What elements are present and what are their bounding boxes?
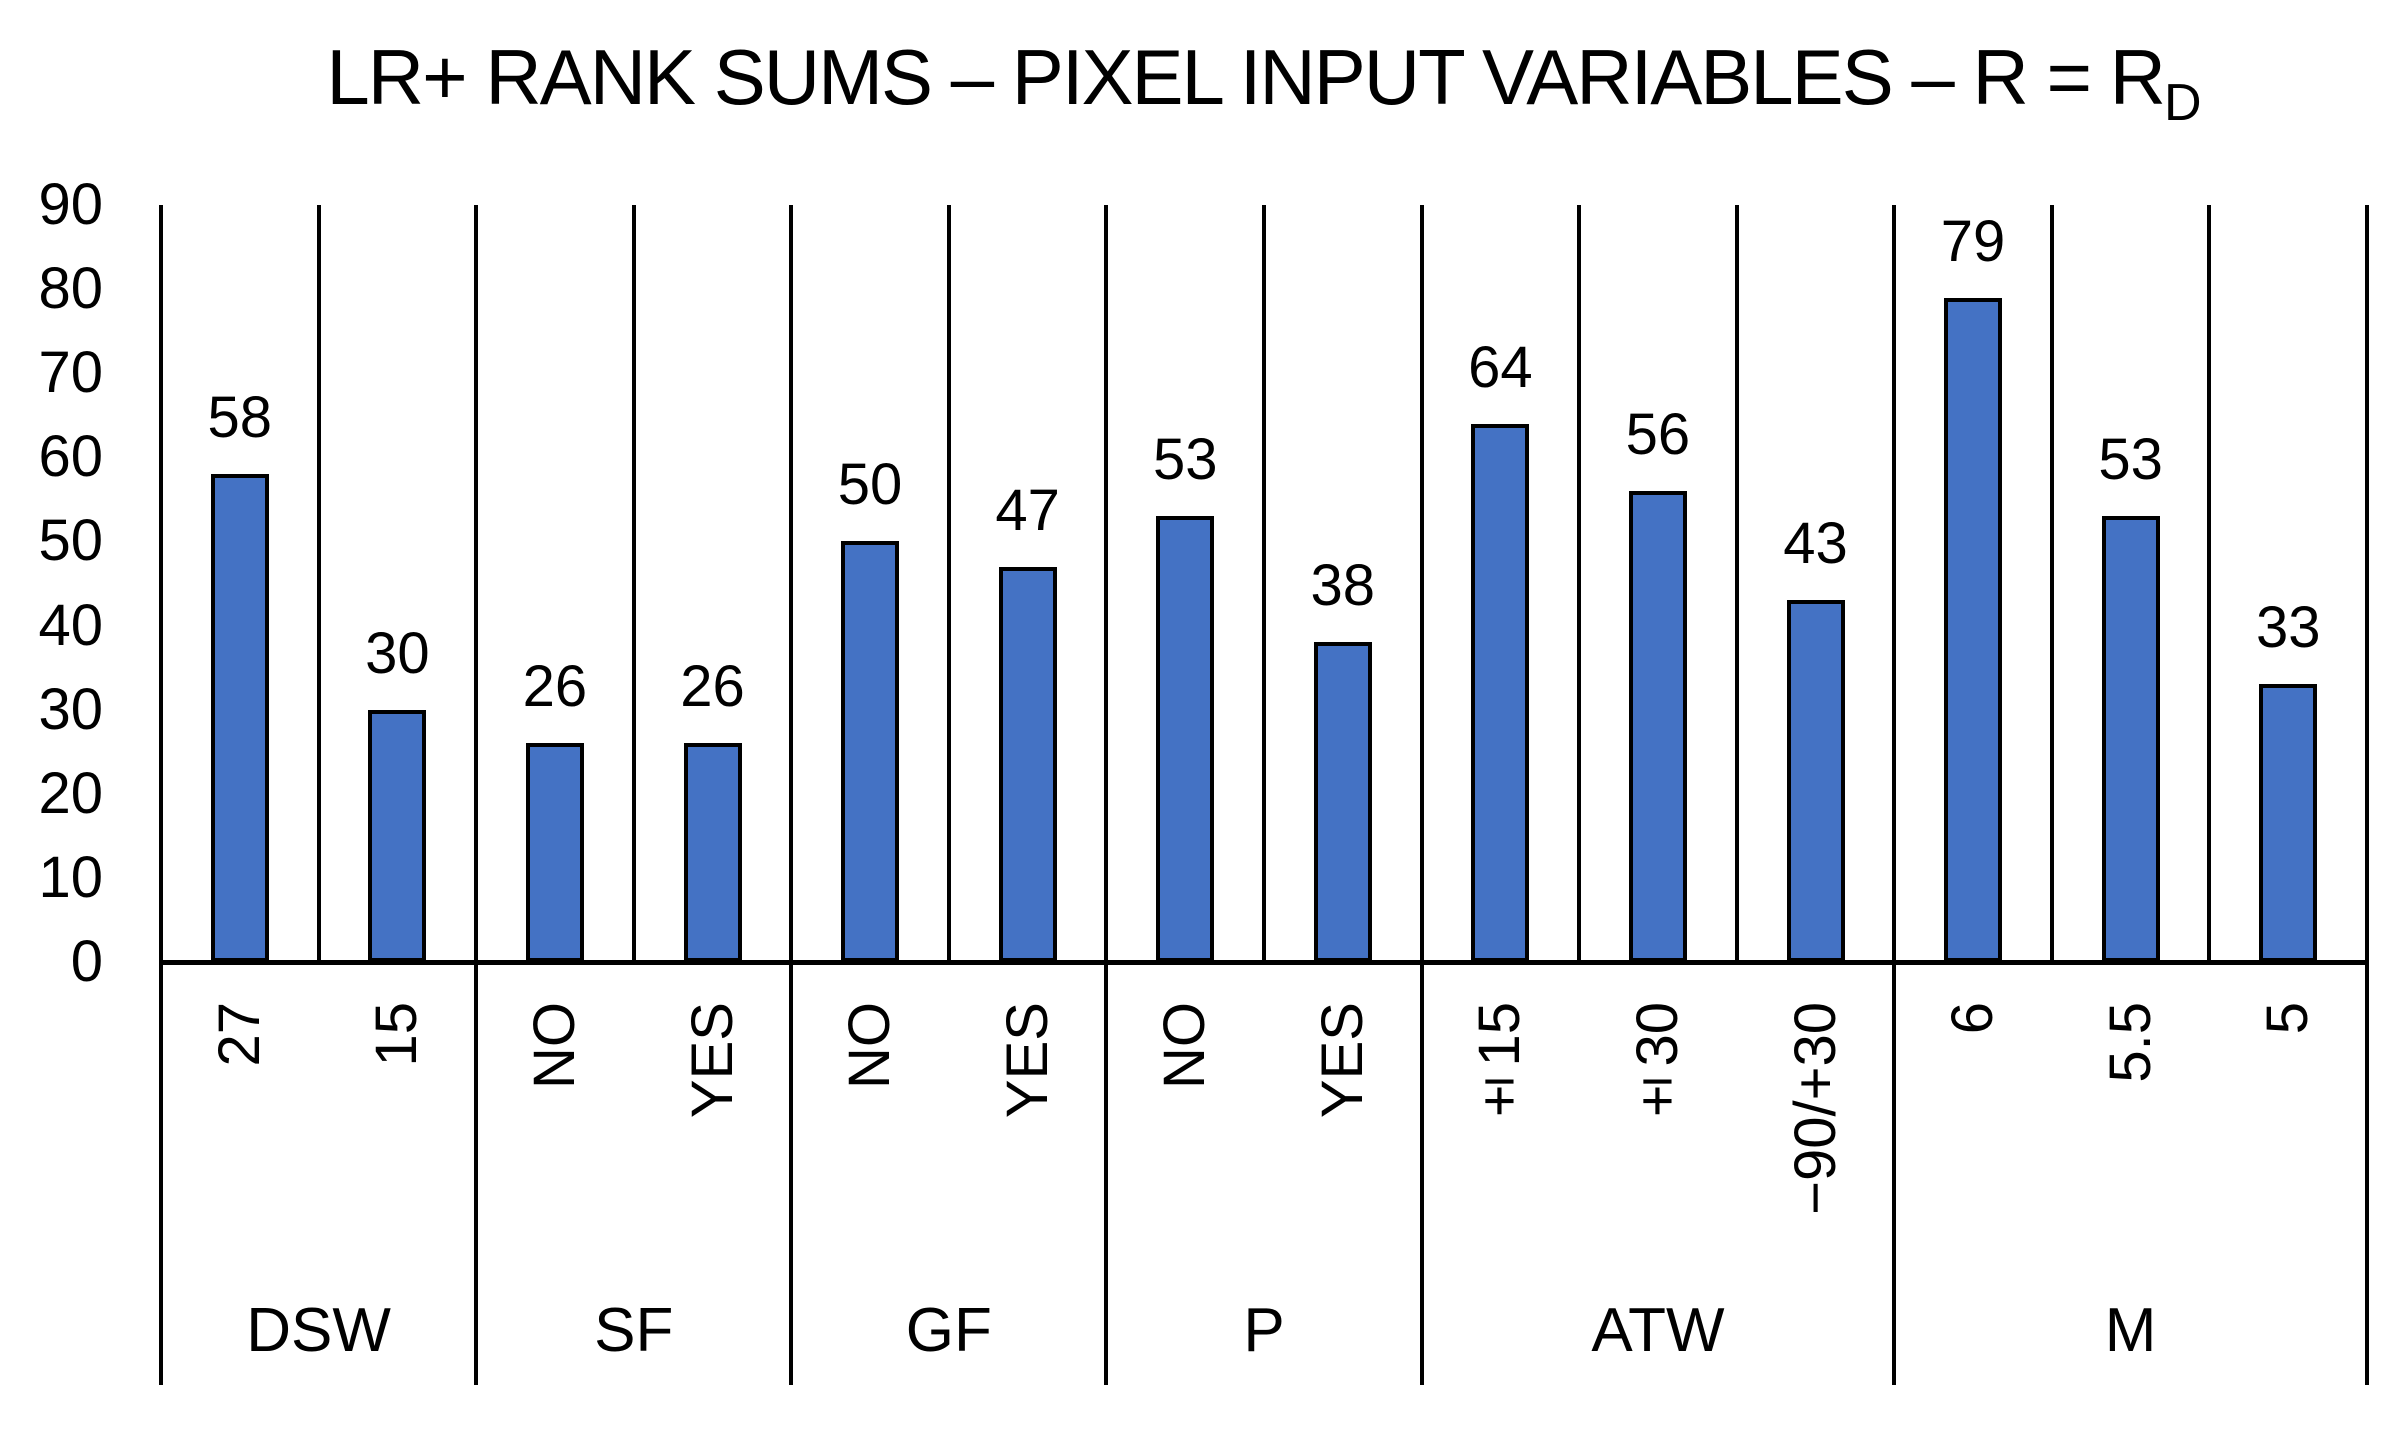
- cell-divider-line: [946, 205, 951, 962]
- bar-category-label: 27: [206, 1002, 272, 1067]
- y-tick-label: 50: [38, 508, 103, 574]
- bar-value-label: 64: [1468, 334, 1533, 400]
- y-tick-label: 80: [38, 256, 103, 322]
- bar: [1156, 516, 1215, 962]
- cell-divider-line: [316, 205, 321, 962]
- bar-value-label: 56: [1625, 401, 1691, 467]
- bar-value-label: 26: [522, 654, 588, 720]
- bar-value-label: 79: [1940, 208, 2006, 274]
- bar-category-label: −90/+30: [1782, 1002, 1848, 1215]
- bar-value-label: 33: [2255, 595, 2321, 661]
- bar-category-label: YES: [1309, 1002, 1375, 1119]
- y-tick-label: 10: [38, 844, 103, 910]
- bar-category-label: 5: [2255, 1002, 2321, 1035]
- y-axis-line: [159, 205, 163, 1385]
- bar: [368, 709, 427, 962]
- cell-divider-line: [1734, 205, 1739, 962]
- cell-divider-line: [631, 205, 636, 962]
- cell-divider-line: [2207, 205, 2212, 962]
- bar-value-label: 50: [837, 452, 903, 518]
- y-tick-label: 60: [38, 424, 103, 490]
- bar: [1471, 423, 1530, 962]
- group-label: DSW: [246, 1296, 391, 1365]
- bar-category-label: NO: [837, 1002, 903, 1089]
- bar: [210, 474, 269, 962]
- bar-value-label: 47: [995, 477, 1060, 543]
- bar: [1313, 642, 1372, 962]
- y-tick-label: 30: [38, 676, 103, 742]
- bar-value-label: 53: [1152, 427, 1218, 493]
- x-axis-line: [159, 960, 2369, 965]
- group-label: GF: [905, 1296, 992, 1365]
- cell-divider-line: [1577, 205, 1582, 962]
- group-label: SF: [594, 1296, 674, 1365]
- bar-category-label: YES: [994, 1002, 1060, 1119]
- y-tick-label: 70: [38, 340, 103, 406]
- group-divider-line: [789, 205, 794, 1385]
- bar-value-label: 58: [207, 385, 273, 451]
- bar: [1786, 600, 1845, 962]
- bar: [683, 743, 742, 962]
- bar-value-label: 53: [2098, 427, 2163, 493]
- bar: [525, 743, 584, 962]
- bar-category-label: NO: [521, 1002, 587, 1089]
- y-tick-label: 90: [38, 172, 103, 237]
- bar: [2101, 516, 2160, 962]
- cell-divider-line: [1262, 205, 1266, 962]
- bar: [998, 566, 1057, 962]
- bar-category-label: YES: [679, 1002, 745, 1119]
- cell-divider-line: [2049, 205, 2054, 962]
- bar-value-label: 26: [680, 654, 745, 720]
- bar-category-label: 15: [364, 1002, 430, 1067]
- chart-title: LR+ RANK SUMS – PIXEL INPUT VARIABLES – …: [161, 33, 2367, 132]
- bar: [2259, 684, 2318, 962]
- bar: [1628, 490, 1687, 962]
- bar-category-label: 6: [1940, 1002, 2006, 1035]
- group-divider-line: [2365, 205, 2369, 1385]
- group-label: ATW: [1591, 1296, 1725, 1365]
- bar-category-label: 5.5: [2097, 1002, 2163, 1083]
- bar-value-label: 43: [1783, 511, 1848, 577]
- group-label: M: [2104, 1296, 2157, 1365]
- bar-value-label: 30: [365, 620, 430, 686]
- bar: [1944, 297, 2003, 962]
- chart-title-text: LR+ RANK SUMS – PIXEL INPUT VARIABLES – …: [326, 33, 2166, 121]
- group-divider-line: [1104, 205, 1109, 1385]
- y-tick-label: 20: [38, 760, 103, 826]
- group-divider-line: [1892, 205, 1897, 1385]
- group-label: P: [1243, 1296, 1285, 1365]
- bar-category-label: ±15: [1467, 1002, 1533, 1132]
- group-divider-line: [474, 205, 479, 1385]
- group-divider-line: [1419, 205, 1424, 1385]
- y-tick-label: 40: [38, 592, 103, 658]
- bar-value-label: 38: [1310, 553, 1376, 619]
- chart-title-subscript: D: [2164, 74, 2202, 132]
- bar-category-label: ±30: [1624, 1002, 1690, 1132]
- bar: [841, 541, 900, 962]
- y-tick-label: 0: [70, 929, 103, 994]
- bar-category-label: NO: [1152, 1002, 1218, 1089]
